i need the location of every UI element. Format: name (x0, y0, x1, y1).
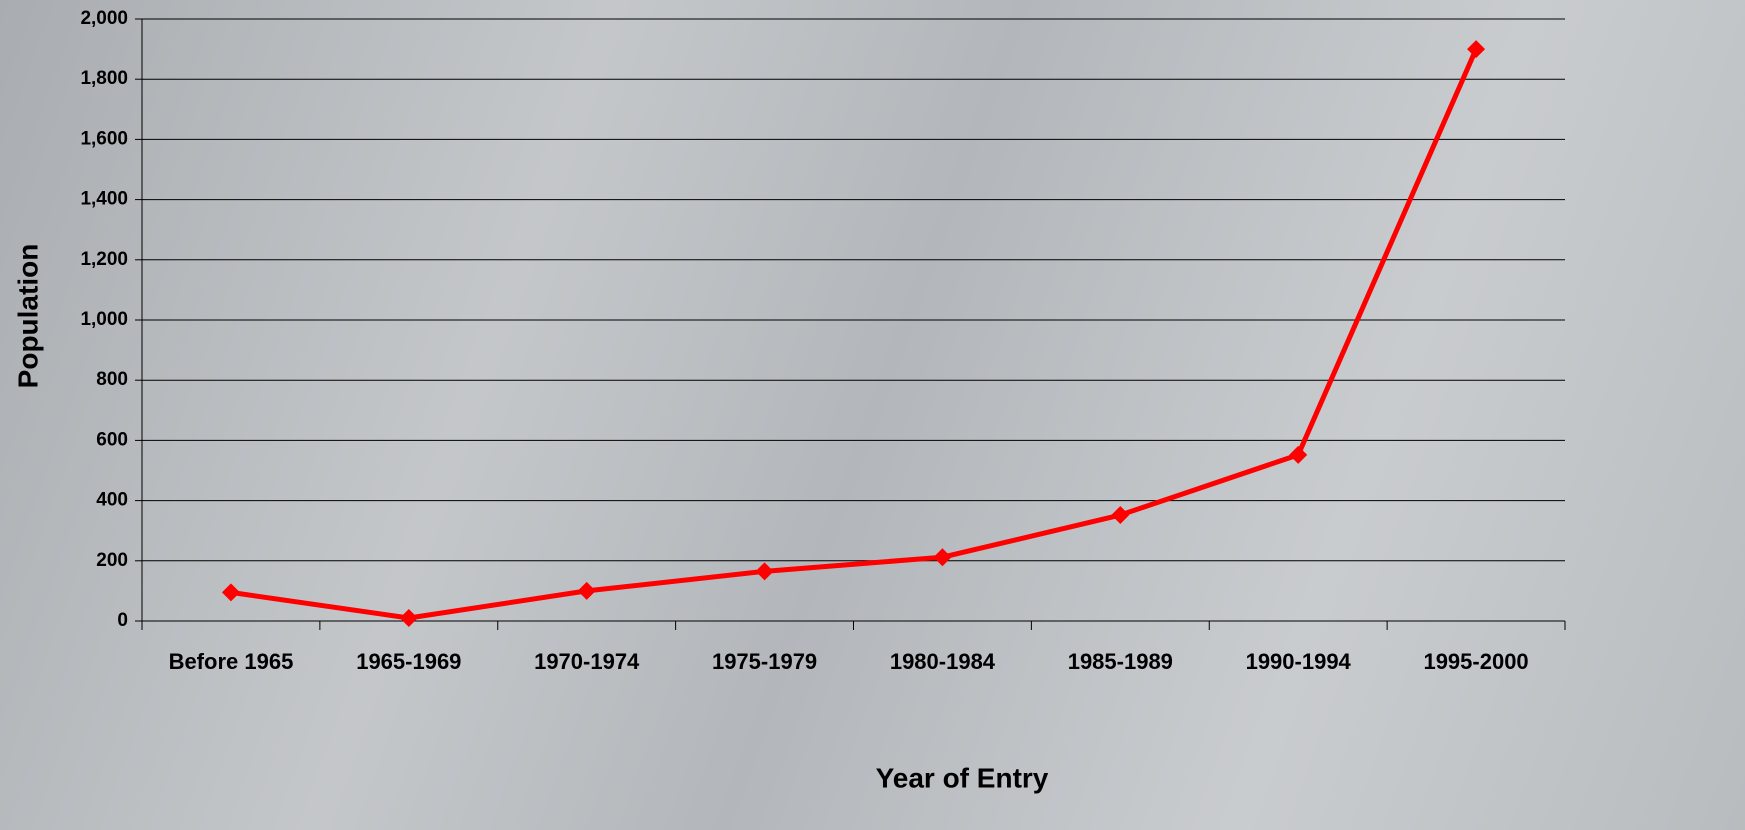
data-point (577, 581, 596, 600)
x-tick-label: 1975-1979 (712, 649, 817, 674)
x-tick-label: 1985-1989 (1068, 649, 1173, 674)
y-tick-label: 1,200 (80, 249, 128, 270)
data-point (1289, 445, 1308, 464)
x-tick-label: Before 1965 (169, 649, 294, 674)
y-tick-label: 400 (96, 490, 128, 511)
data-point (399, 608, 418, 627)
y-tick-label: 2,000 (80, 8, 128, 29)
y-tick-label: 800 (96, 369, 128, 390)
data-line (230, 48, 1479, 621)
data-point (1111, 506, 1130, 525)
y-axis-title: Population (12, 244, 43, 389)
x-tick-label: 1990-1994 (1246, 649, 1352, 674)
y-tick-label: 0 (117, 610, 128, 631)
y-tick-label: 600 (96, 429, 128, 450)
data-point (1467, 40, 1486, 59)
y-tick-label: 1,400 (80, 189, 128, 210)
y-tick-label: 1,800 (80, 68, 128, 89)
data-point (221, 583, 240, 602)
data-point (933, 548, 952, 567)
data-point (755, 562, 774, 581)
x-axis-title: Year of Entry (876, 762, 1049, 793)
x-tick-label: 1995-2000 (1423, 649, 1528, 674)
x-tick-label: 1970-1974 (534, 649, 640, 674)
y-tick-label: 1,600 (80, 128, 128, 149)
x-tick-label: 1980-1984 (890, 649, 996, 674)
y-tick-label: 200 (96, 550, 128, 571)
y-tick-label: 1,000 (80, 309, 128, 330)
x-tick-label: 1965-1969 (356, 649, 461, 674)
